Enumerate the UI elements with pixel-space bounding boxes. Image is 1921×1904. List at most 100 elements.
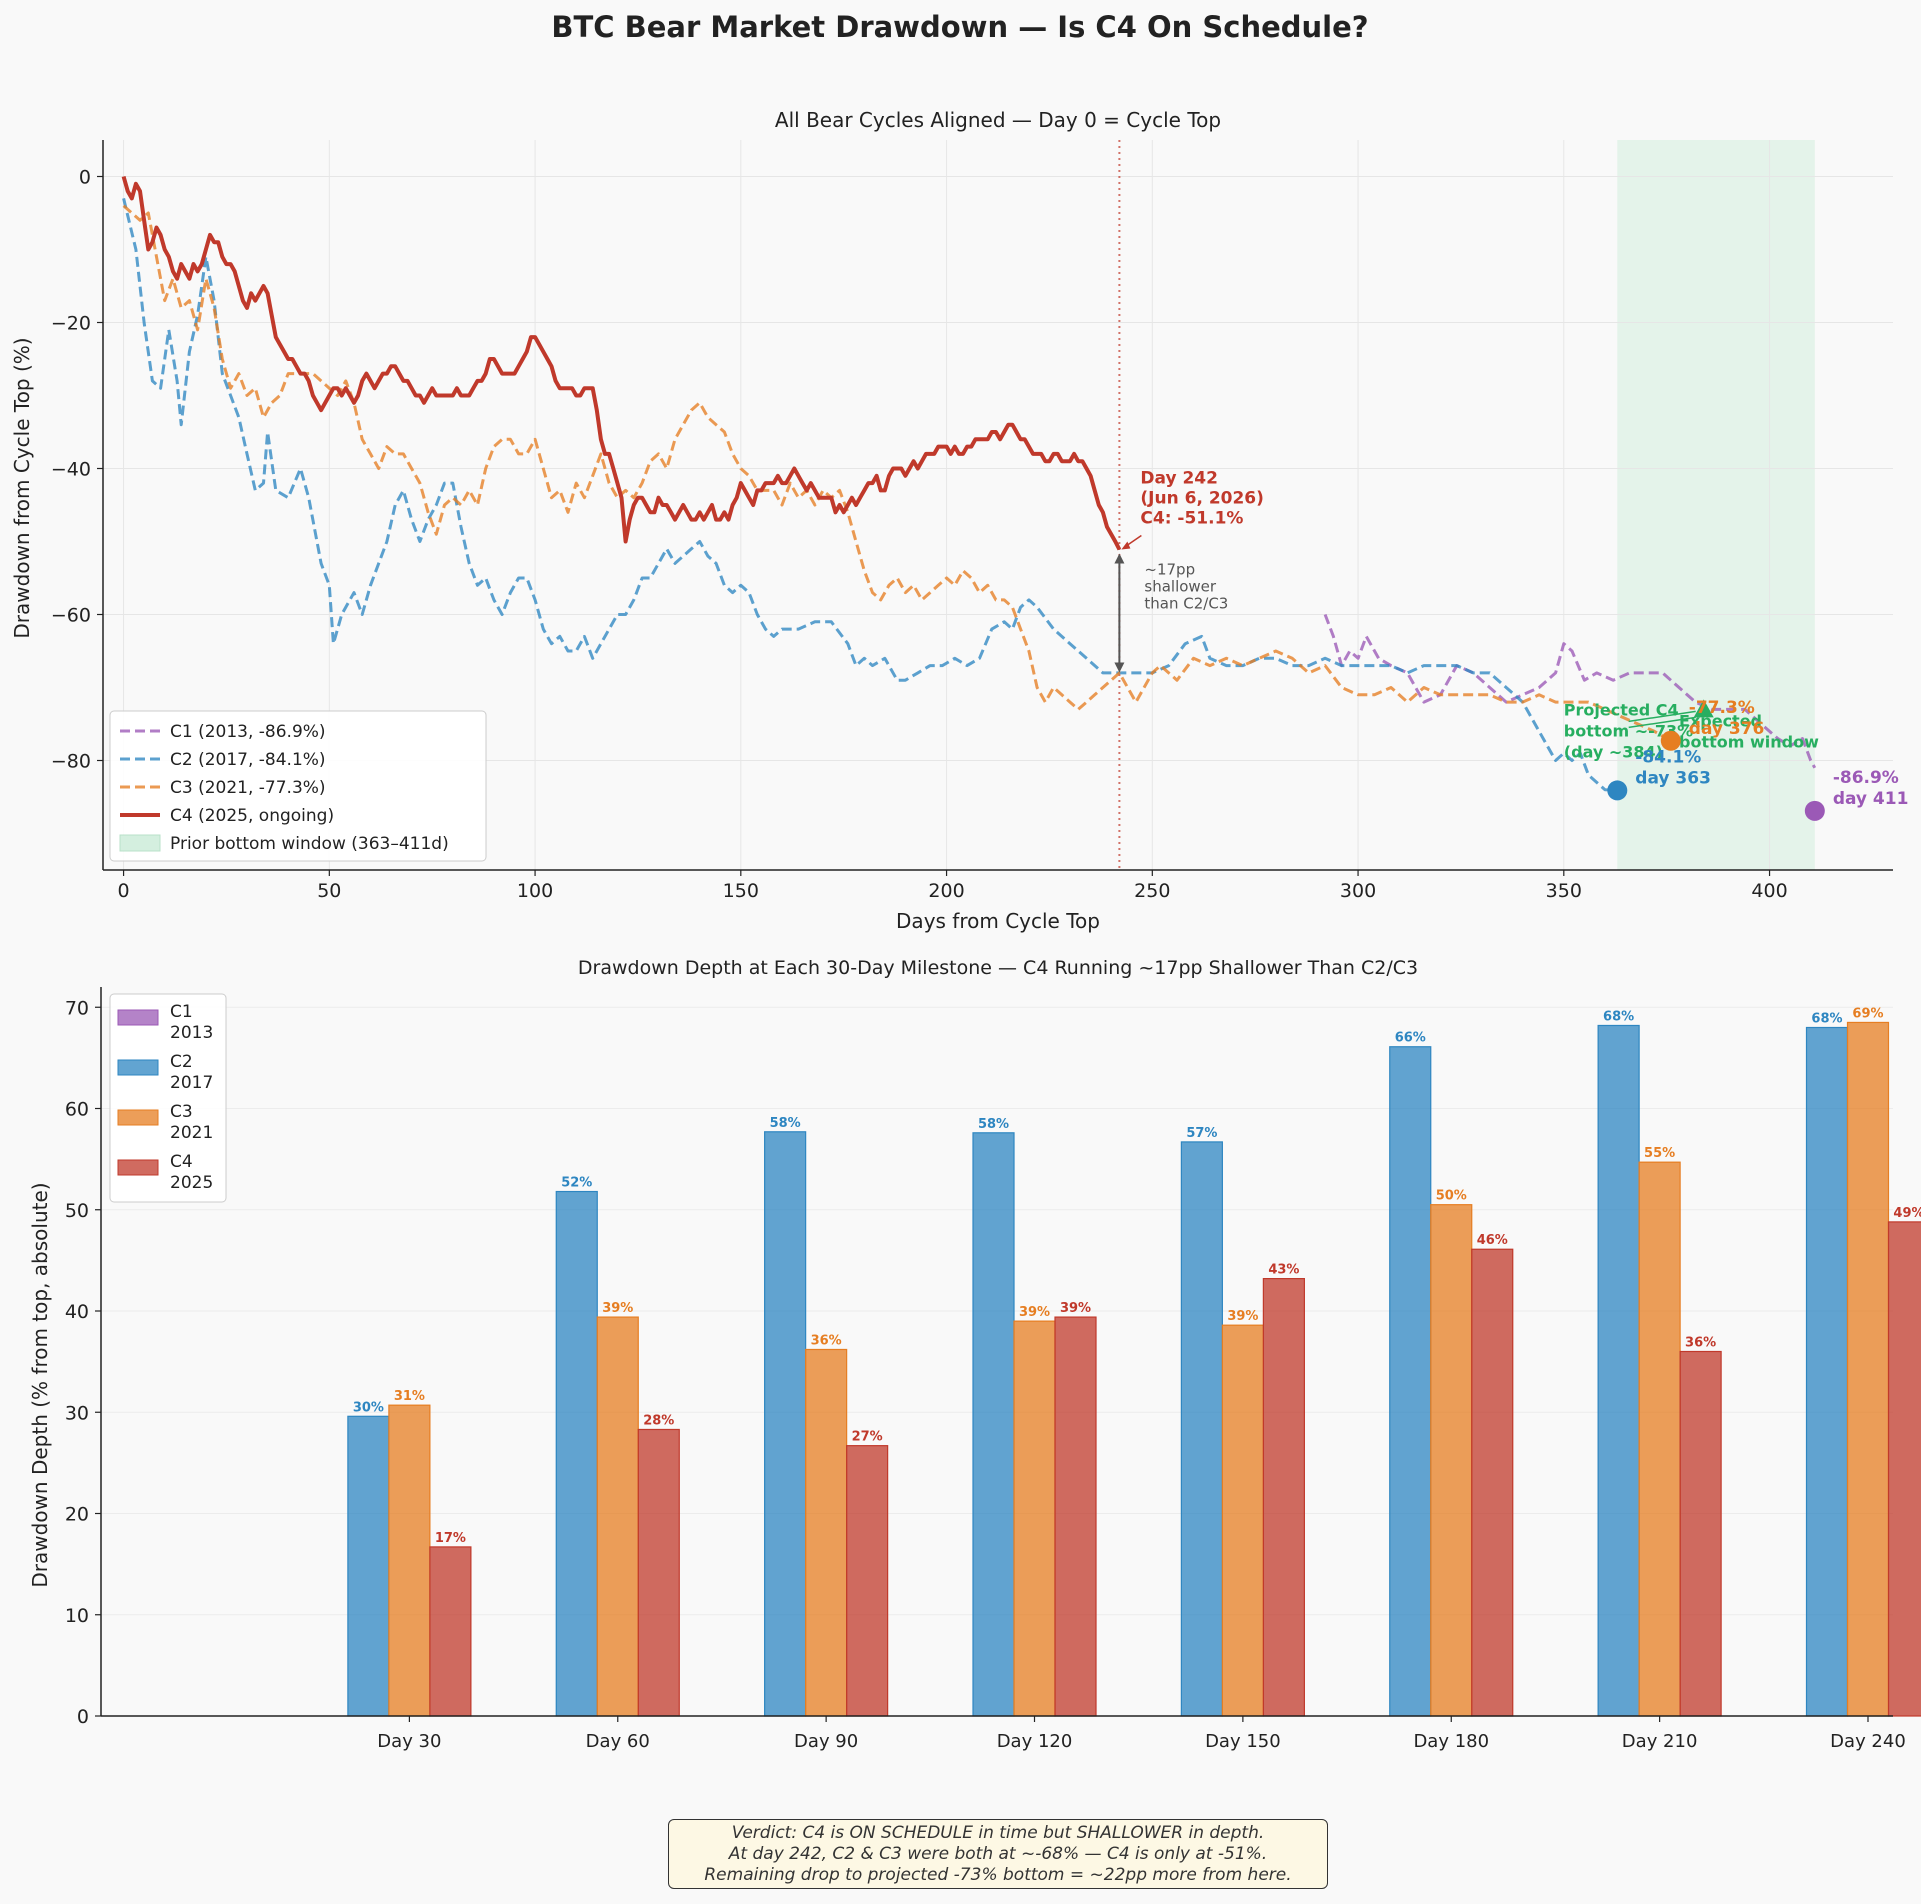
legend-label: 2025	[170, 1173, 213, 1193]
x-tick-label: Day 120	[997, 1731, 1073, 1752]
x-tick-label: 0	[118, 880, 130, 902]
line-chart-title: All Bear Cycles Aligned — Day 0 = Cycle …	[775, 108, 1221, 132]
bottom-marker-c2	[1607, 780, 1628, 801]
y-tick-label: 60	[65, 1099, 89, 1121]
x-tick-label: Day 180	[1413, 1731, 1489, 1752]
bar-value-label: 36%	[811, 1333, 842, 1348]
projected-arrow	[1628, 716, 1696, 729]
bar-c4	[846, 1445, 889, 1717]
y-tick-label: 0	[79, 167, 91, 189]
bar-value-label: 36%	[1685, 1336, 1716, 1351]
bar-value-label: 17%	[435, 1531, 466, 1546]
x-tick-label: 400	[1751, 880, 1787, 902]
legend-label: C4	[170, 1152, 193, 1172]
projected-c4-label: (day ~384)	[1564, 742, 1663, 761]
line-chart-legend: C1 (2013, -86.9%) C2 (2017, -84.1%) C3 (20…	[109, 710, 487, 862]
bar-value-label: 39%	[1060, 1301, 1091, 1316]
bar-c2	[972, 1132, 1015, 1717]
x-tick-label: 250	[1134, 880, 1170, 902]
bottom-label-c1: day 411	[1833, 789, 1909, 809]
bar-c4	[1054, 1316, 1097, 1717]
gap-arrowhead-bottom	[1114, 662, 1125, 673]
x-tick-label: 100	[517, 880, 553, 902]
projected-c4-label: bottom ~-73%	[1564, 721, 1693, 740]
bar-value-label: 50%	[1436, 1189, 1467, 1204]
legend-label: 2013	[170, 1023, 213, 1043]
x-tick-label: 300	[1340, 880, 1376, 902]
figure-suptitle: BTC Bear Market Drawdown — Is C4 On Sche…	[551, 10, 1368, 44]
bar-value-label: 69%	[1852, 1006, 1883, 1021]
bar-c4	[1887, 1221, 1921, 1717]
bar-value-label: 58%	[770, 1116, 801, 1131]
bar-value-label: 52%	[561, 1176, 592, 1191]
x-tick-label: 50	[317, 880, 341, 902]
x-tick-label: Day 90	[794, 1731, 858, 1752]
bar-c3	[1013, 1320, 1056, 1717]
legend-swatch-window	[119, 834, 161, 852]
bar-value-label: 46%	[1477, 1233, 1508, 1248]
c4-annotation-text: (Jun 6, 2026)	[1140, 489, 1264, 509]
verdict-line-2: At day 242, C2 & C3 were both at ~-68% —…	[728, 1844, 1268, 1864]
y-tick-label: 30	[65, 1402, 89, 1424]
bar-value-label: 39%	[602, 1301, 633, 1316]
bar-chart-ylabel: Drawdown Depth (% from top, absolute)	[28, 1182, 52, 1587]
bar-c3	[1430, 1204, 1473, 1717]
bar-c3	[1221, 1324, 1264, 1717]
bottom-label-c1: -86.9%	[1833, 768, 1899, 788]
y-tick-label: 0	[77, 1706, 89, 1728]
projected-bottom-marker	[1693, 699, 1714, 718]
bar-value-label: 39%	[1019, 1305, 1050, 1320]
bar-value-label: 68%	[1603, 1009, 1634, 1024]
y-tick-label: 10	[65, 1605, 89, 1627]
prior-bottom-window	[1617, 140, 1815, 870]
series-line-c3	[122, 204, 1672, 743]
bar-c3	[805, 1348, 848, 1717]
bar-c2	[764, 1131, 807, 1717]
legend-label: 2017	[170, 1073, 213, 1093]
bottom-marker-c3	[1660, 730, 1681, 751]
y-tick-label: 50	[65, 1200, 89, 1222]
legend-swatch-c2	[117, 1059, 159, 1076]
expected-window-label: Expected	[1679, 711, 1762, 730]
expected-window-label: bottom window	[1679, 732, 1819, 751]
x-tick-label: 150	[723, 880, 759, 902]
legend-label: C2 (2017, -84.1%)	[170, 750, 326, 770]
bar-value-label: 30%	[353, 1400, 384, 1415]
bar-value-label: 57%	[1186, 1126, 1217, 1141]
bar-value-label: 43%	[1268, 1263, 1299, 1278]
bar-value-label: 31%	[394, 1389, 425, 1404]
bar-c4	[637, 1428, 680, 1717]
bottom-label-c2: -84.1%	[1635, 747, 1701, 767]
y-tick-label: −20	[51, 313, 91, 335]
bar-value-label: 27%	[852, 1430, 883, 1445]
bar-value-label: 28%	[643, 1413, 674, 1428]
legend-label: C1	[170, 1002, 193, 1022]
x-tick-label: Day 240	[1830, 1731, 1906, 1752]
y-tick-label: −80	[51, 751, 91, 773]
bar-c3	[1846, 1021, 1890, 1717]
verdict-box: Verdict: C4 is ON SCHEDULE in time but S…	[668, 1819, 1328, 1889]
c4-annotation-text: Day 242	[1140, 469, 1218, 489]
bottom-marker-c1	[1804, 800, 1825, 821]
legend-label: 2021	[170, 1123, 213, 1143]
bar-value-label: 58%	[978, 1117, 1009, 1132]
bar-c4	[1262, 1277, 1305, 1717]
drawdown-line-chart: All Bear Cycles Aligned — Day 0 = Cycle …	[10, 108, 1908, 933]
series-line-c1	[1323, 613, 1817, 769]
projected-arrow	[1628, 710, 1696, 723]
line-chart-xlabel: Days from Cycle Top	[896, 909, 1100, 933]
bar-value-label: 39%	[1227, 1309, 1258, 1324]
bar-c4	[1679, 1350, 1722, 1717]
series-line-c4	[121, 175, 1122, 551]
verdict-line-1: Verdict: C4 is ON SCHEDULE in time but S…	[731, 1823, 1265, 1843]
bar-c2	[1597, 1024, 1640, 1717]
bar-c2	[1389, 1046, 1432, 1717]
bottom-label-c3: day 376	[1689, 719, 1765, 739]
y-tick-label: 40	[65, 1301, 89, 1323]
c4-annotation-text: C4: -51.1%	[1140, 509, 1243, 529]
bottom-label-c3: -77.3%	[1689, 698, 1755, 718]
bar-c2	[1805, 1026, 1849, 1717]
gap-annotation-text: shallower	[1144, 577, 1217, 595]
